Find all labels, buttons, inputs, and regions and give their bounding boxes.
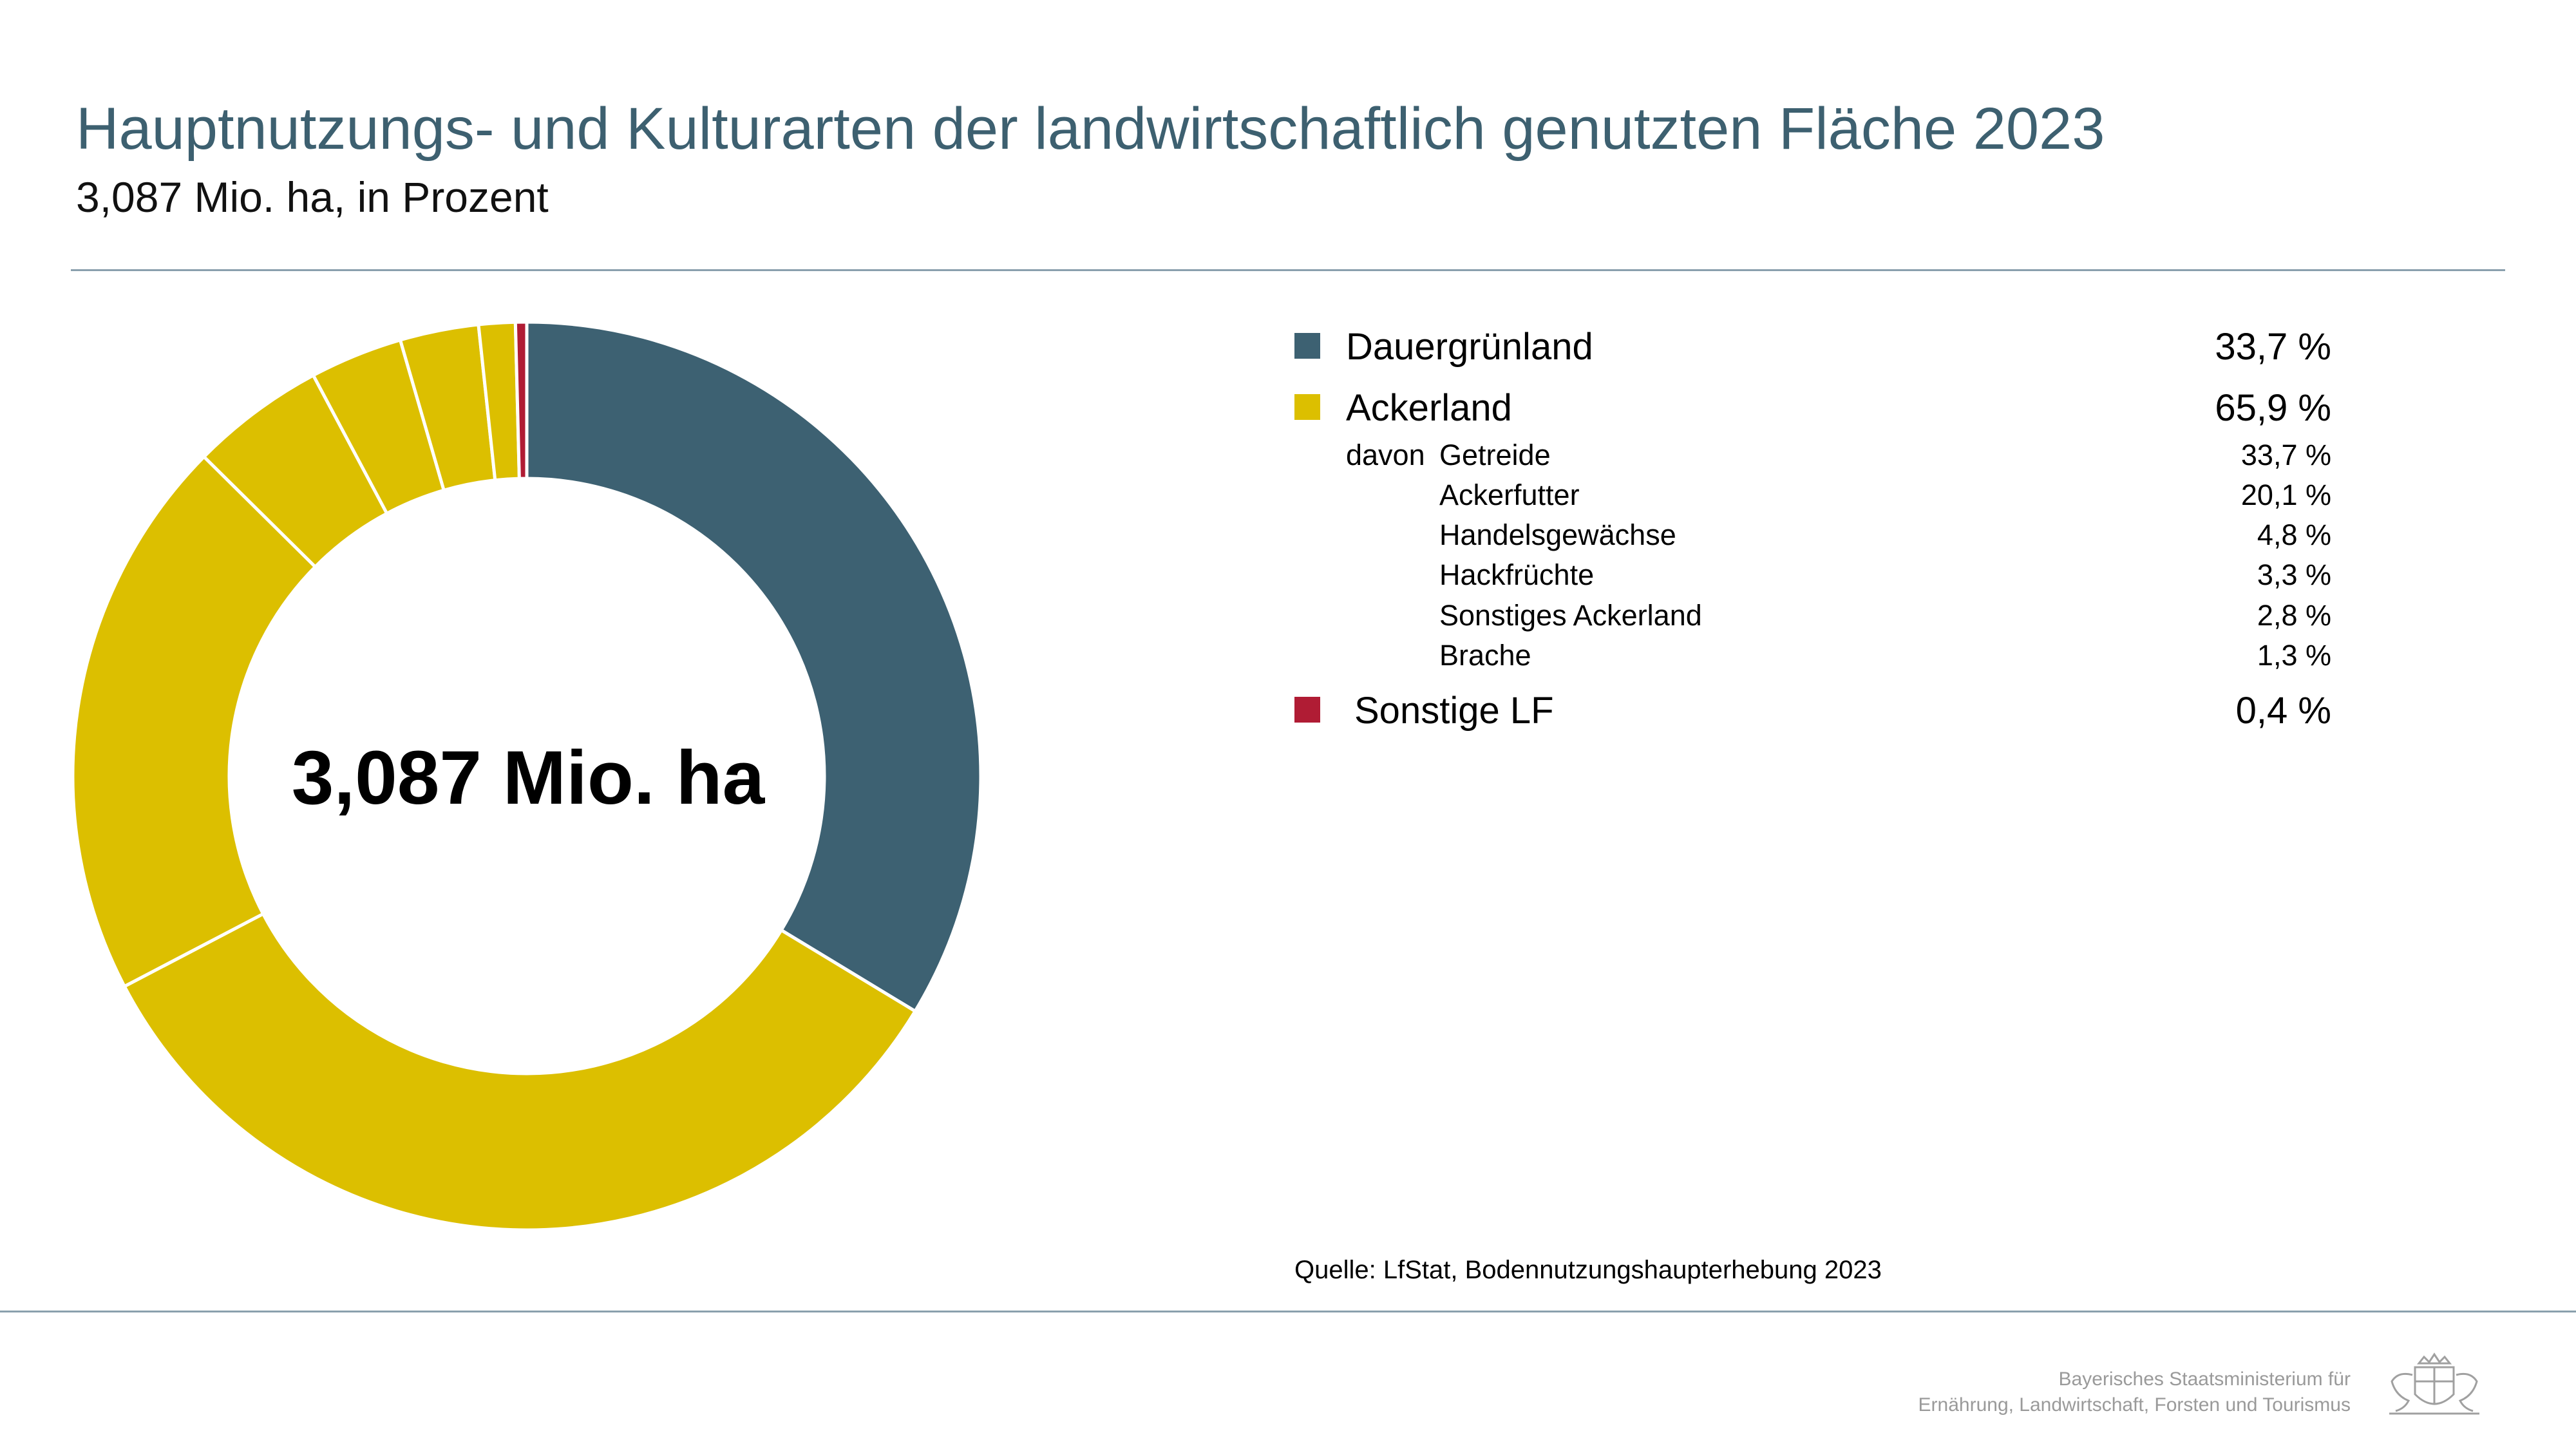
source-note: Quelle: LfStat, Bodennutzungshaupterhebu… [1294, 1256, 1882, 1284]
legend-swatch-dauergruenland [1294, 333, 1320, 359]
ministry-line-2: Ernährung, Landwirtschaft, Forsten und T… [1918, 1394, 2351, 1416]
legend-subvalue: 2,8 % [2257, 599, 2331, 632]
legend-subvalue: 4,8 % [2257, 518, 2331, 551]
legend-sublabel: Getreide [1439, 439, 1551, 471]
legend-subitem-hackfruechte: Hackfrüchte 3,3 % [1294, 558, 2331, 610]
legend-swatch-ackerland [1294, 394, 1320, 420]
legend-sublabel: Hackfrüchte [1439, 558, 1595, 591]
legend-item-dauergruenland: Dauergrünland 33,7 % [1294, 325, 2331, 377]
legend-label: Sonstige LF [1354, 690, 1554, 732]
legend-subvalue: 3,3 % [2257, 558, 2331, 591]
legend-sublabel: Sonstiges Ackerland [1439, 599, 1702, 632]
footer-divider [0, 1311, 2576, 1312]
legend-sublabel: Ackerfutter [1439, 478, 1580, 511]
donut-slice-ackerfutter [71, 454, 318, 989]
legend-subitem-brache: Brache 1,3 % [1294, 639, 2331, 690]
legend-value: 0,4 % [2235, 690, 2331, 732]
donut-slice-sonstige-lf [513, 320, 529, 480]
legend-label: Dauergrünland [1346, 326, 1593, 368]
ministry-line-1: Bayerisches Staatsministerium für [2058, 1368, 2351, 1390]
legend-subvalue: 33,7 % [2240, 439, 2331, 471]
legend-subitem-handelsgewaechse: Handelsgewächse 4,8 % [1294, 518, 2331, 570]
donut-chart [71, 320, 983, 1232]
legend-subvalue: 20,1 % [2240, 478, 2331, 511]
legend-subitem-ackerfutter: Ackerfutter 20,1 % [1294, 478, 2331, 530]
donut-center-label: 3,087 Mio. ha [291, 735, 765, 820]
legend-value: 65,9 % [2215, 387, 2331, 429]
legend-sublabel: Brache [1439, 639, 1531, 672]
bavarian-coat-of-arms-icon [2389, 1352, 2479, 1415]
chart-title: Hauptnutzungs- und Kulturarten der landw… [76, 96, 2105, 162]
chart-subtitle: 3,087 Mio. ha, in Prozent [76, 173, 549, 221]
legend-subitem-sonstiges-ackerland: Sonstiges Ackerland 2,8 % [1294, 599, 2331, 650]
legend-davon-label: davon [1346, 439, 1425, 471]
legend-value: 33,7 % [2215, 326, 2331, 368]
header-divider [71, 269, 2505, 271]
donut-slice-getreide [122, 911, 918, 1232]
legend-item-ackerland: Ackerland 65,9 % [1294, 386, 2331, 438]
legend-sublabel: Handelsgewächse [1439, 518, 1676, 551]
legend-subitem-getreide: davon Getreide 33,7 % [1294, 439, 2331, 490]
legend-label: Ackerland [1346, 387, 1512, 429]
legend-swatch-sonstige-lf [1294, 697, 1320, 723]
ministry-name: Bayerisches Staatsministerium für Ernähr… [1918, 1367, 2351, 1418]
legend-item-sonstige-lf: Sonstige LF 0,4 % [1294, 689, 2331, 741]
legend-subvalue: 1,3 % [2257, 639, 2331, 672]
donut-slice-dauergrünland [525, 320, 983, 1014]
